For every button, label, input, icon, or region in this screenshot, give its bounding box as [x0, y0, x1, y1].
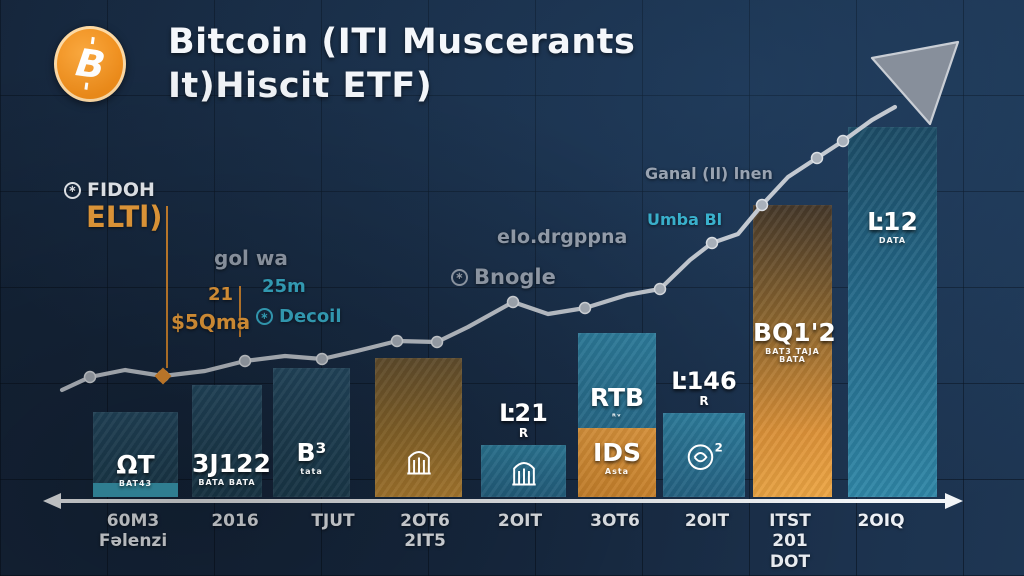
bar-8-label: BQ1'2 BAT3 TAJA BATA — [753, 318, 836, 364]
fidoh-label-badge-icon: ∗ — [64, 181, 81, 199]
value-25m-text: 25m — [262, 276, 306, 297]
x-tick-label-7: 2OIT — [684, 511, 730, 531]
bar-1-label: ΩT BAT43 — [116, 450, 155, 488]
bitcoin-icon: B — [54, 26, 126, 102]
x-axis-right-arrow-icon — [945, 493, 963, 509]
bitcoin-b-glyph: B — [72, 40, 108, 88]
bnogle-label-text: Bnogle — [474, 265, 556, 289]
title-line-1: Bitcoin (ITI Muscerants — [168, 22, 636, 62]
arch-icon — [481, 455, 566, 487]
x-tick-label-8: ITST 201 DOT — [769, 511, 811, 572]
x-tick-label-9: 2OIQ — [857, 511, 905, 531]
x-tick-label-1: 60M3 Fəlenzi — [98, 511, 168, 552]
bnogle-label: ∗ Bnogle — [451, 265, 556, 289]
gol-wa-label-text: gol wa — [214, 246, 288, 270]
orange-diamond-marker — [154, 367, 172, 385]
eio-label-text: eIo.drgppna — [497, 226, 628, 248]
trend-arrow-icon — [870, 40, 960, 126]
decoil-label: ∗ Decoil — [256, 306, 342, 327]
coin2-icon: 2 — [663, 439, 745, 473]
x-tick-label-4: 2OT6 2IT5 — [400, 511, 450, 552]
bnogle-label-badge-icon: ∗ — [451, 268, 468, 286]
bar-2 — [192, 385, 262, 497]
bar-5 — [481, 445, 566, 497]
value-25m: 25m — [262, 276, 306, 297]
page-title: Bitcoin (ITI Muscerants It)Hiscit ETF) — [168, 20, 635, 108]
value-50ma-text: $5Qma — [171, 310, 251, 334]
umba-label-text: Umba Bl — [647, 210, 723, 229]
gol-wa-label: gol wa — [214, 246, 288, 270]
eio-label: eIo.drgppna — [497, 226, 627, 248]
elt-reference-line — [166, 206, 168, 368]
x-axis-left-arrow-icon — [43, 493, 61, 509]
ganal-label-text: Ganal (Il) lnen — [645, 164, 773, 183]
bar-3 — [273, 368, 350, 497]
value-21-text: 21 — [208, 284, 234, 305]
value-21: 21 — [208, 284, 233, 305]
elt-label: ELTl) — [86, 200, 162, 234]
bar-6-lower — [578, 428, 656, 497]
bar-2-label: 3J122 BATA BATA — [192, 449, 271, 487]
elt-label-text: ELTl) — [86, 200, 163, 234]
bar-9-label: Ŀ12 DATA — [867, 207, 918, 245]
svg-text:2: 2 — [715, 440, 723, 454]
bar-7-value-label: Ŀ146 R — [671, 367, 737, 408]
decoil-label-text: Decoil — [279, 306, 342, 327]
x-tick-label-6: 3OT6 — [590, 511, 640, 531]
bar-4 — [375, 358, 462, 497]
umba-label: Umba Bl — [647, 210, 722, 229]
ganal-label: Ganal (Il) lnen — [645, 164, 773, 183]
bar-1-footer-segment — [93, 483, 178, 497]
title-line-2: It)Hiscit ETF) — [168, 66, 433, 107]
x-tick-label-5: 2OIT — [497, 511, 543, 531]
x-tick-label-3: TJUT — [311, 511, 355, 531]
bar-5-value-label: Ŀ21 R — [499, 399, 548, 440]
value-50ma: $5Qma — [171, 310, 250, 334]
fidoh-label: ∗ FIDOH — [64, 179, 155, 201]
bar-1 — [93, 412, 178, 497]
arch-icon — [375, 444, 462, 476]
bar-6-lower-label: IDS Asta — [592, 438, 642, 476]
decoil-label-badge-icon: ∗ — [256, 308, 273, 325]
bar-9 — [848, 127, 937, 497]
fidoh-label-text: FIDOH — [87, 179, 155, 201]
bar-3-label: B³ tata — [296, 438, 327, 476]
x-tick-label-2: 2016 — [211, 511, 259, 531]
bar-6-upper-label: RTB ᴿᵛ — [589, 383, 645, 421]
